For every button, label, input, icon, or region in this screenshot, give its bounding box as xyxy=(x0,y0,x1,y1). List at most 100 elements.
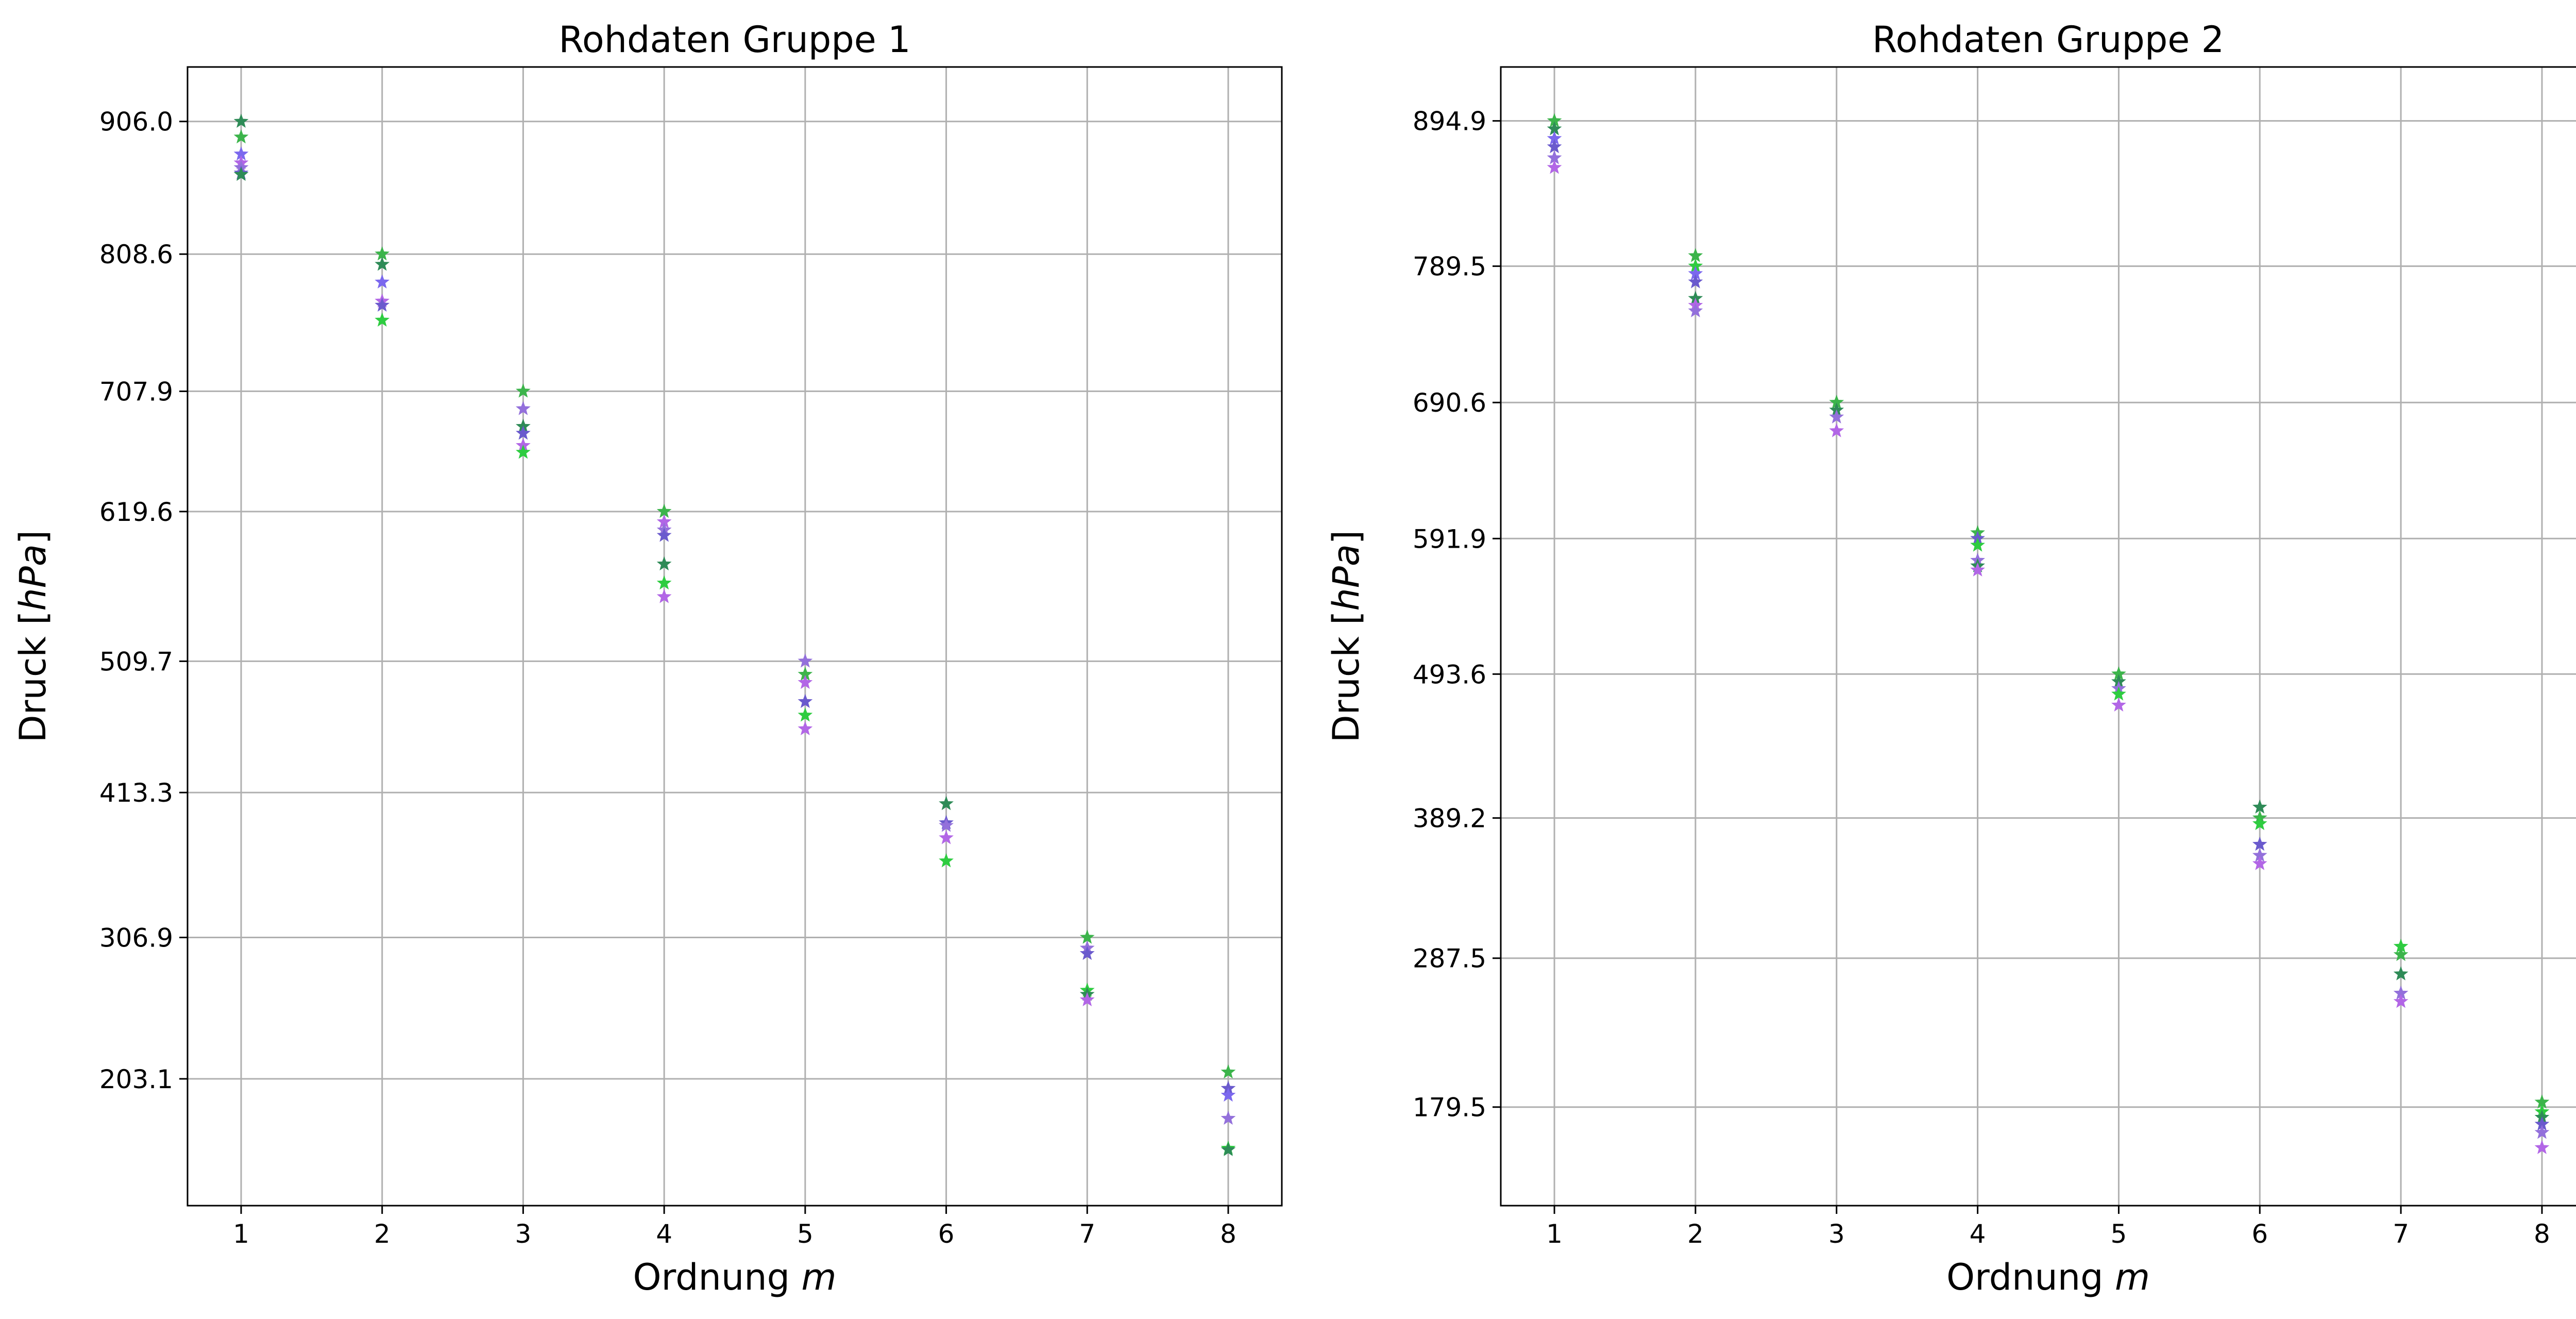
data-point xyxy=(2252,816,2267,831)
data-point xyxy=(2252,799,2267,814)
x-tick-label: 5 xyxy=(797,1219,814,1249)
data-point xyxy=(1221,1110,1236,1125)
data-point xyxy=(1221,1064,1236,1079)
chart-title-group-2: Rohdaten Gruppe 2 xyxy=(1872,19,2225,61)
data-point xyxy=(375,257,390,271)
x-axis-label-text: Ordnung xyxy=(1946,1256,2104,1298)
y-axis-label-text: Druck [ xyxy=(12,611,54,743)
chart-panel-1: 1 2 3 4 5 6 7 8 906.0 808.6 707.9 619.6 509.7 413.3 30… xyxy=(99,66,1283,1249)
y-axis-label-group-1: Druck [hPa] xyxy=(12,530,54,742)
y-tick-label: 287.5 xyxy=(1413,944,1486,974)
x-tick-label: 6 xyxy=(2251,1219,2268,1249)
data-point xyxy=(375,274,390,289)
y-tick-label: 179.5 xyxy=(1413,1093,1486,1123)
plot-area xyxy=(188,67,1282,1206)
y-tick-label: 389.2 xyxy=(1413,804,1486,834)
data-point xyxy=(1079,929,1095,944)
y-tick-label: 894.9 xyxy=(1413,107,1486,137)
x-tick-label: 2 xyxy=(1687,1219,1704,1249)
data-point xyxy=(233,166,249,181)
data-point xyxy=(233,113,249,128)
x-axis-label-variable: m xyxy=(801,1256,837,1298)
data-point xyxy=(939,818,954,832)
y-tick-label: 619.6 xyxy=(99,497,173,527)
data-point xyxy=(516,383,531,398)
plot-frame xyxy=(187,66,1283,1207)
data-point xyxy=(1829,423,1844,437)
data-point xyxy=(939,853,954,868)
y-axis-label-group-2: Druck [hPa] xyxy=(1325,530,1367,742)
x-tick-label: 6 xyxy=(938,1219,955,1249)
x-tick-label: 3 xyxy=(1828,1219,1845,1249)
data-point xyxy=(1970,562,1985,577)
data-point xyxy=(798,694,813,708)
data-point xyxy=(516,425,531,440)
plot-area xyxy=(1501,67,2576,1206)
x-tick-label: 4 xyxy=(1970,1219,1986,1249)
data-point xyxy=(798,674,813,689)
data-point xyxy=(2111,686,2126,701)
y-tick-label: 690.6 xyxy=(1413,388,1486,418)
data-point xyxy=(1221,1087,1236,1102)
y-tick-label: 493.6 xyxy=(1413,660,1486,689)
data-point xyxy=(1079,945,1095,960)
data-point xyxy=(656,575,672,590)
data-point xyxy=(798,707,813,722)
y-tick-label: 413.3 xyxy=(99,778,173,808)
data-point xyxy=(2393,966,2409,980)
data-point xyxy=(939,796,954,810)
y-tick-label: 789.5 xyxy=(1413,252,1486,282)
y-tick-label: 509.7 xyxy=(99,647,173,677)
data-point xyxy=(375,297,390,312)
data-point xyxy=(2534,1125,2550,1139)
data-point xyxy=(1547,160,1562,174)
x-tick-label: 7 xyxy=(2393,1219,2409,1249)
data-point xyxy=(1688,303,1703,317)
data-point xyxy=(375,312,390,327)
data-point xyxy=(233,129,249,144)
data-point xyxy=(516,445,531,459)
x-tick-label: 2 xyxy=(374,1219,391,1249)
data-point xyxy=(656,589,672,603)
x-axis-label-variable: m xyxy=(2114,1256,2150,1298)
data-point xyxy=(2111,697,2126,712)
data-point xyxy=(1547,139,1562,154)
y-axis-label-unit: hPa xyxy=(12,544,54,611)
y-axis-label-unit: hPa xyxy=(1325,544,1367,611)
x-tick-label: 8 xyxy=(1220,1219,1236,1249)
x-tick-label: 4 xyxy=(656,1219,672,1249)
data-point xyxy=(516,401,531,415)
plot-frame xyxy=(1500,66,2576,1207)
y-axis-label-text: Druck [ xyxy=(1325,611,1367,743)
y-tick-label: 591.9 xyxy=(1413,524,1486,554)
data-point xyxy=(656,528,672,542)
data-point xyxy=(2252,836,2267,851)
x-tick-label: 8 xyxy=(2534,1219,2550,1249)
y-tick-label: 203.1 xyxy=(99,1064,173,1094)
data-point xyxy=(1079,992,1095,1007)
x-tick-label: 3 xyxy=(515,1219,532,1249)
y-tick-label: 808.6 xyxy=(99,240,173,269)
data-point xyxy=(1688,274,1703,289)
y-tick-label: 707.9 xyxy=(99,377,173,407)
x-axis-label-group-1: Ordnung m xyxy=(633,1256,836,1298)
x-tick-label: 1 xyxy=(1546,1219,1563,1249)
data-point xyxy=(2534,1140,2550,1154)
data-point xyxy=(2252,856,2267,870)
y-axis-label-bracket: ] xyxy=(1325,530,1367,545)
data-point xyxy=(939,830,954,844)
data-point xyxy=(1221,1142,1236,1156)
y-axis-label-bracket: ] xyxy=(12,530,54,545)
data-point xyxy=(1970,537,1985,552)
data-point xyxy=(656,556,672,571)
chart-panel-2: 1 2 3 4 5 6 7 8 894.9 789.5 690.6 591.9 493.6 389.2 28… xyxy=(1413,66,2576,1249)
x-axis-label-group-2: Ordnung m xyxy=(1946,1256,2150,1298)
y-tick-label: 906.0 xyxy=(99,107,173,137)
data-point xyxy=(1829,409,1844,424)
chart-title-group-1: Rohdaten Gruppe 1 xyxy=(558,19,911,61)
y-tick-label: 306.9 xyxy=(99,923,173,953)
x-axis-label-text: Ordnung xyxy=(633,1256,790,1298)
data-point xyxy=(798,653,813,668)
